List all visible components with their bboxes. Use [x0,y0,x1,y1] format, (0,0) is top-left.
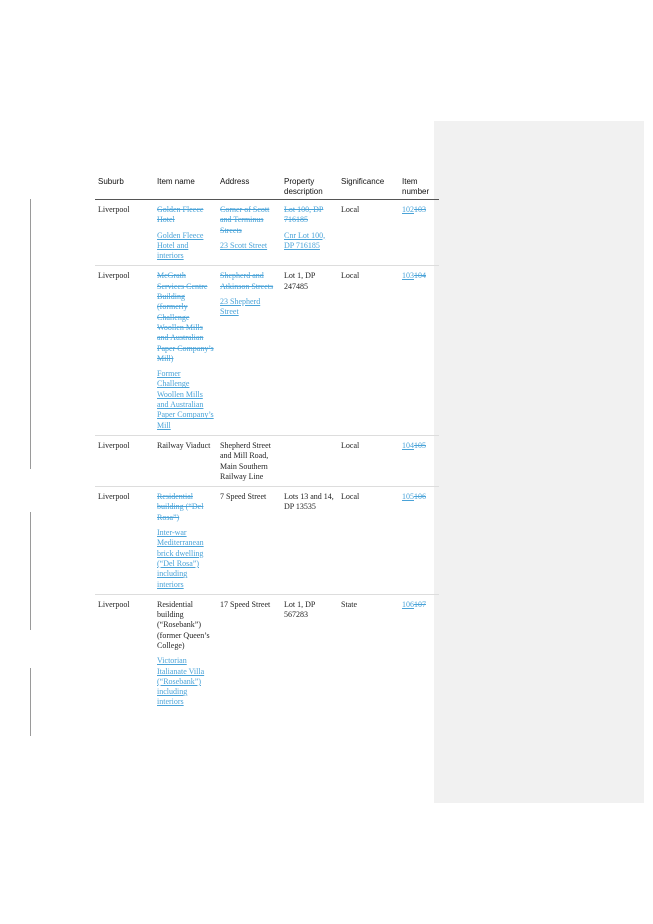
column-header-item-number: Item number [399,176,439,200]
column-header-suburb: Suburb [95,176,154,200]
address-cell: 7 Speed Street [217,486,281,595]
deleted-text: Shepherd and Atkinson Streets [220,271,274,291]
inserted-text: Inter-war Mediterranean brick dwelling (… [157,528,204,589]
suburb-cell: Liverpool [95,486,154,595]
item-number-cell: 103104 [399,265,439,436]
item-name-text: Residential building (“Rosebank”) (forme… [157,599,210,650]
column-header-address: Address [217,176,281,200]
deleted-item-number: 106 [414,492,426,502]
address-cell: Shepherd Street and Mill Road, Main Sout… [217,435,281,488]
address-cell: Corner of Scott and Terminus Streets 23 … [217,199,281,267]
table-header-row: Suburb Item name Address Property descri… [95,176,439,200]
item-name-cell: Golden Fleece Hotel Golden Fleece Hotel … [154,199,217,267]
deleted-item-number: 107 [414,599,426,609]
inserted-text: 23 Scott Street [220,240,268,250]
deleted-item-number: 104 [414,271,426,281]
item-number-cell: 105106 [399,486,439,595]
address-cell: Shepherd and Atkinson Streets 23 Shepher… [217,265,281,436]
table-row: Liverpool Railway Viaduct Shepherd Stree… [95,435,439,488]
change-bar [30,668,31,736]
significance-cell: State [341,599,357,609]
property-description-cell: Lots 13 and 14, DP 13535 [281,486,338,595]
inserted-item-number: 103 [402,271,414,281]
property-description-cell [281,435,338,488]
inserted-text: Victorian Italianate Villa (“Rosebank”) … [157,656,205,707]
item-name-cell: Residential building (“Del Rosa”) Inter-… [154,486,217,595]
deleted-text: Golden Fleece Hotel [157,205,204,225]
item-name-cell: Railway Viaduct [154,435,217,488]
inserted-item-number: 106 [402,599,414,609]
property-description-cell: Lot 1, DP 247485 [281,265,338,436]
suburb-cell: Liverpool [95,435,154,488]
column-header-item-name: Item name [154,176,217,200]
deleted-text: Corner of Scott and Terminus Streets [220,205,270,235]
heritage-items-table: Suburb Item name Address Property descri… [95,176,439,712]
deleted-text: Residential building (“Del Rosa”) [157,492,204,522]
inserted-text: Golden Fleece Hotel and interiors [157,230,204,261]
inserted-text: 23 Shepherd Street [220,297,261,317]
suburb-cell: Liverpool [98,599,130,609]
column-header-property-description: Property description [281,176,338,200]
suburb-cell: Liverpool [95,265,154,436]
table-row: Liverpool Residential building (“Roseban… [95,594,439,711]
table-row: Liverpool McGrath Services Centre Buildi… [95,265,439,436]
item-number-cell: 106107 [399,594,439,711]
deleted-text: McGrath Services Centre Building (former… [157,271,214,363]
inserted-text: Cnr Lot 100, DP 716185 [284,230,326,250]
significance-cell: Local [338,486,399,595]
suburb-cell: Liverpool [95,199,154,267]
address-cell: 17 Speed Street [220,599,271,609]
inserted-item-number: 105 [402,492,414,502]
item-name-cell: McGrath Services Centre Building (former… [154,265,217,436]
table-row: Liverpool Golden Fleece Hotel Golden Fle… [95,199,439,267]
change-bar [30,512,31,630]
change-bar [30,199,31,469]
item-number-cell: 104105 [399,435,439,488]
inserted-item-number: 102 [402,205,414,214]
property-description-cell: Lot 100, DP 716185 Cnr Lot 100, DP 71618… [281,199,338,267]
inserted-item-number: 104 [402,440,414,450]
column-header-significance: Significance [338,176,399,200]
deleted-item-number: 103 [414,205,426,214]
significance-cell: Local [338,435,399,488]
item-number-cell: 102103 [399,199,439,267]
significance-cell: Local [338,199,399,267]
inserted-text: Former Challenge Woollen Mills and Austr… [157,369,214,430]
comment-pane [434,121,644,803]
table-row: Liverpool Residential building (“Del Ros… [95,486,439,595]
deleted-item-number: 105 [414,440,426,450]
item-name-cell: Residential building (“Rosebank”) (forme… [154,594,217,711]
deleted-text: Lot 100, DP 716185 [284,205,324,225]
property-description-cell: Lot 1, DP 567283 [284,599,316,620]
significance-cell: Local [338,265,399,436]
